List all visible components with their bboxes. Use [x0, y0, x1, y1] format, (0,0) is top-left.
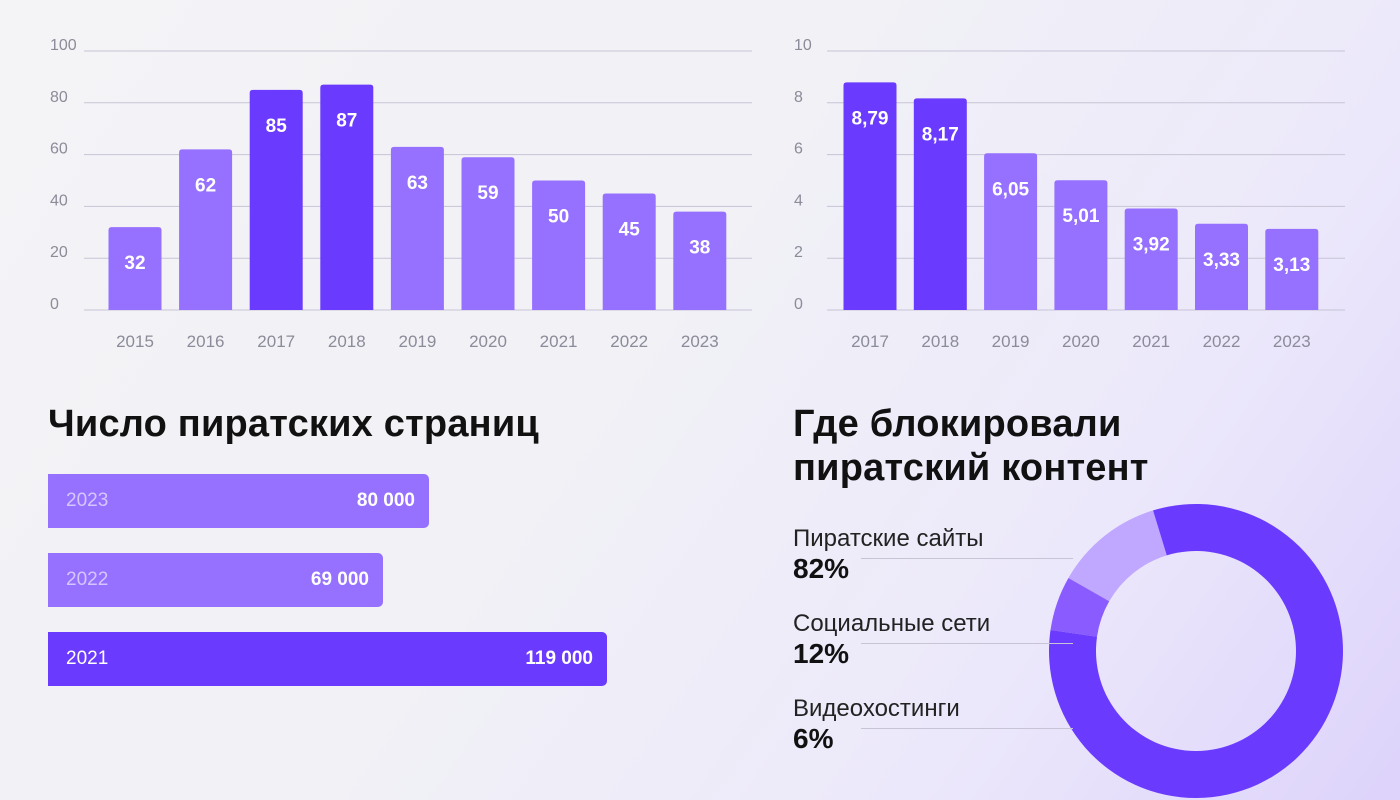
bar [843, 82, 897, 311]
bar-value-label: 38 [689, 238, 710, 259]
bar [1265, 228, 1319, 310]
x-tick-label: 2018 [921, 332, 959, 351]
bar-value-label: 6,05 [992, 179, 1029, 200]
y-tick-label: 60 [50, 141, 68, 158]
legend-item-social: Социальные сети 12% [793, 610, 1073, 670]
x-tick-label: 2017 [851, 332, 889, 351]
bar [320, 84, 374, 310]
legend-item-video: Видеохостинги 6% [793, 695, 1073, 755]
blocking-chart-title: Где блокировали пиратский контент [793, 402, 1213, 490]
hbar-value: 69 000 [310, 569, 369, 590]
y-tick-label: 100 [50, 37, 77, 54]
legend-value: 12% [793, 638, 850, 669]
donut-slice [1049, 503, 1343, 798]
x-tick-label: 2020 [1062, 332, 1100, 351]
bar [532, 180, 586, 310]
x-tick-label: 2015 [116, 332, 154, 351]
y-tick-label: 80 [50, 89, 68, 106]
chart-1: 0 20 40 60 80 100 32 2015 62 2016 85 2017 87 2018 63 20… [50, 37, 752, 351]
hbar-year: 2022 [66, 569, 109, 590]
x-tick-label: 2020 [469, 332, 507, 351]
x-tick-label: 2021 [540, 332, 578, 351]
y-tick-label: 2 [794, 244, 803, 261]
bar-value-label: 3,13 [1273, 255, 1310, 276]
legend-leader-line [861, 558, 1073, 559]
bar [108, 227, 162, 310]
y-tick-label: 10 [794, 37, 812, 54]
bar [390, 146, 444, 310]
bar-value-label: 32 [124, 253, 145, 274]
bar-value-label: 59 [477, 183, 498, 204]
x-tick-label: 2023 [1273, 332, 1311, 351]
bar [179, 149, 233, 310]
legend-value: 6% [793, 723, 834, 754]
bar-value-label: 5,01 [1062, 206, 1099, 227]
y-tick-label: 6 [794, 141, 803, 158]
y-tick-label: 0 [50, 296, 59, 313]
y-tick-label: 0 [794, 296, 803, 313]
bar-value-label: 45 [619, 219, 641, 240]
legend-leader-line [861, 728, 1073, 729]
x-tick-label: 2022 [1203, 332, 1241, 351]
hbar-value: 80 000 [356, 490, 415, 511]
x-tick-label: 2021 [1132, 332, 1170, 351]
x-tick-label: 2018 [328, 332, 366, 351]
x-tick-label: 2019 [398, 332, 436, 351]
bar-value-label: 8,79 [852, 108, 889, 129]
pages-chart-title: Число пиратских страниц [48, 403, 539, 445]
bar-value-label: 63 [407, 173, 428, 194]
legend-item-sites: Пиратские сайты 82% [793, 525, 1073, 585]
bar-value-label: 8,17 [922, 124, 959, 145]
bar-value-label: 85 [266, 116, 288, 137]
bar-value-label: 3,33 [1203, 250, 1240, 271]
bar [1054, 180, 1108, 310]
x-tick-label: 2016 [187, 332, 225, 351]
y-tick-label: 8 [794, 89, 803, 106]
hbar-value: 119 000 [525, 648, 593, 669]
chart-2: 0 2 4 6 8 10 8,79 2017 8,17 2018 6,05 2019 5,01 2020 3… [794, 37, 1345, 351]
bar [673, 211, 727, 310]
donut-chart [1049, 503, 1343, 798]
blocking-title-line-2: пиратский контент [793, 447, 1149, 489]
bar-value-label: 62 [195, 175, 216, 196]
bar [913, 98, 967, 310]
y-tick-label: 20 [50, 244, 68, 261]
legend-label: Видеохостинги [793, 695, 960, 722]
bar [602, 193, 656, 310]
x-tick-label: 2019 [992, 332, 1030, 351]
legend-label: Социальные сети [793, 610, 991, 637]
legend-leader-line [861, 643, 1073, 644]
bar [1195, 223, 1248, 310]
hbar-2022: 2022 69 000 [48, 553, 383, 607]
x-tick-label: 2017 [257, 332, 295, 351]
hbar-2021: 2021 119 000 [48, 632, 607, 686]
donut-slice [1050, 577, 1110, 637]
blocking-title-line-1: Где блокировали [793, 403, 1122, 445]
legend-value: 82% [793, 553, 850, 584]
donut-slice [1068, 510, 1167, 602]
y-tick-label: 40 [50, 192, 68, 209]
bar-value-label: 50 [548, 207, 569, 228]
bar-value-label: 3,92 [1133, 234, 1170, 255]
x-tick-label: 2023 [681, 332, 719, 351]
legend-label: Пиратские сайты [793, 525, 984, 552]
bar [984, 153, 1038, 310]
hbar-2023: 2023 80 000 [48, 474, 429, 528]
hbar-year: 2021 [66, 648, 109, 669]
bar [1124, 208, 1178, 310]
hbar-year: 2023 [66, 490, 109, 511]
bar-value-label: 87 [336, 111, 357, 132]
bar [249, 89, 303, 310]
x-tick-label: 2022 [610, 332, 648, 351]
y-tick-label: 4 [794, 192, 803, 209]
bar [461, 157, 515, 310]
